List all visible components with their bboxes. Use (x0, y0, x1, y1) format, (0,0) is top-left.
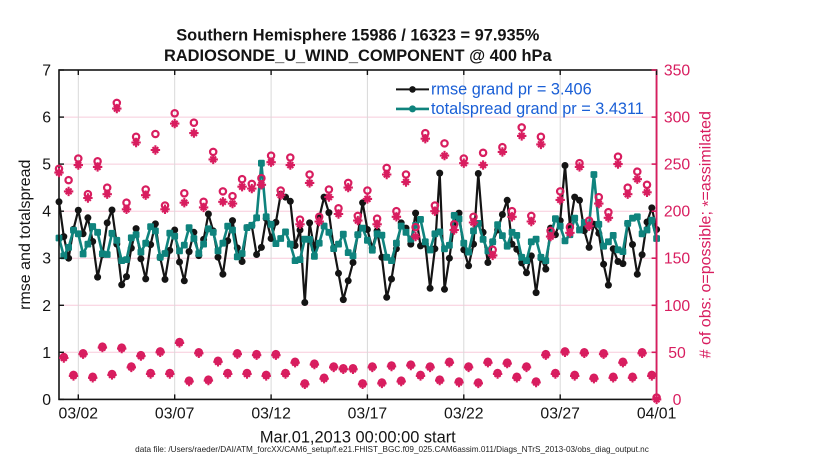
svg-text:totalspread grand pr = 3.4311: totalspread grand pr = 3.4311 (431, 100, 644, 118)
svg-text:100: 100 (664, 298, 691, 315)
svg-text:300: 300 (664, 110, 691, 127)
svg-text:03/02: 03/02 (59, 406, 99, 423)
svg-text:data file: /Users/raeder/DAI/A: data file: /Users/raeder/DAI/ATM_forcXX/… (135, 445, 649, 454)
svg-text:03/12: 03/12 (251, 406, 291, 423)
svg-text:3: 3 (42, 251, 51, 268)
svg-text:# of obs: o=possible; *=assimi: # of obs: o=possible; *=assimilated (698, 111, 718, 358)
svg-text:200: 200 (664, 204, 691, 221)
svg-text:7: 7 (42, 63, 51, 80)
svg-text:1: 1 (42, 345, 51, 362)
svg-text:Mar.01,2013 00:00:00 start: Mar.01,2013 00:00:00 start (260, 429, 456, 447)
svg-text:250: 250 (664, 157, 691, 174)
svg-text:350: 350 (664, 63, 691, 80)
svg-text:03/17: 03/17 (348, 406, 388, 423)
svg-text:4: 4 (42, 204, 51, 221)
svg-text:0: 0 (673, 392, 682, 409)
svg-text:RADIOSONDE_U_WIND_COMPONENT @: RADIOSONDE_U_WIND_COMPONENT @ 400 hPa (164, 47, 552, 65)
svg-text:rmse and totalspread: rmse and totalspread (17, 160, 34, 310)
svg-text:6: 6 (42, 110, 51, 127)
svg-text:Southern Hemisphere 15986 / 16: Southern Hemisphere 15986 / 16323 = 97.9… (176, 27, 540, 45)
svg-text:5: 5 (42, 157, 51, 174)
svg-text:0: 0 (42, 392, 51, 409)
svg-text:03/27: 03/27 (540, 406, 580, 423)
svg-text:150: 150 (664, 251, 691, 268)
svg-text:50: 50 (668, 345, 686, 362)
svg-text:2: 2 (42, 298, 51, 315)
svg-text:03/07: 03/07 (155, 406, 195, 423)
svg-text:04/01: 04/01 (637, 406, 677, 423)
svg-text:03/22: 03/22 (444, 406, 484, 423)
svg-text:rmse grand pr = 3.406: rmse grand pr = 3.406 (431, 80, 592, 98)
